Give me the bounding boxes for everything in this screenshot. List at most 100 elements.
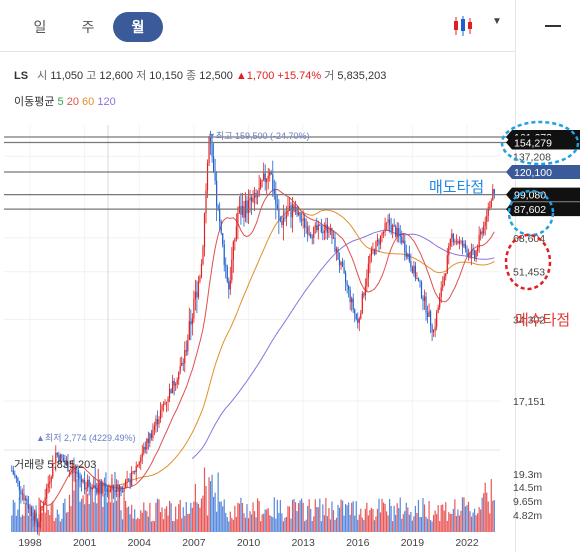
- candle-body: [279, 219, 281, 221]
- volume-bar: [91, 484, 93, 532]
- volume-bar: [41, 512, 43, 532]
- candle-body: [27, 504, 30, 509]
- candle-body: [155, 419, 157, 426]
- candle-body: [422, 297, 424, 301]
- candle-body: [297, 212, 300, 215]
- candle-body: [378, 239, 380, 245]
- candle-body: [382, 231, 385, 234]
- candle-body: [213, 156, 215, 173]
- candle-body: [408, 254, 410, 262]
- volume-bar: [220, 501, 222, 532]
- candle-body: [217, 206, 219, 210]
- candle-body: [323, 230, 325, 233]
- tab-week[interactable]: 주: [81, 19, 95, 35]
- candle-body: [152, 429, 154, 438]
- candlestick-icon[interactable]: [452, 15, 474, 37]
- volume-bar: [304, 521, 306, 532]
- candle-body: [442, 285, 444, 288]
- chevron-down-icon[interactable]: ▼: [492, 16, 502, 27]
- candle-body: [294, 208, 297, 212]
- candle-body: [88, 479, 90, 487]
- volume-bar: [273, 497, 275, 532]
- volume-bar: [470, 516, 473, 532]
- candle-body: [220, 221, 222, 234]
- volume-bar: [451, 513, 453, 532]
- volume-bar: [341, 500, 344, 532]
- tab-month[interactable]: 월: [113, 12, 163, 42]
- candle-body: [147, 438, 149, 443]
- volume-bar: [185, 501, 187, 532]
- candle-body: [304, 218, 306, 228]
- volume-bar: [209, 481, 212, 532]
- candle-body: [73, 466, 75, 473]
- candle-body: [200, 264, 203, 277]
- buy-point-annotation: 매수타점: [515, 311, 570, 329]
- tab-day[interactable]: 일: [33, 19, 47, 35]
- volume-bar: [334, 519, 336, 532]
- volume-bar: [454, 499, 456, 532]
- volume-bar: [398, 508, 400, 532]
- volume-bar: [135, 519, 137, 532]
- volume-bar: [302, 502, 304, 532]
- volume-bar: [219, 501, 221, 532]
- volume-bars: [11, 466, 495, 532]
- candle-body: [165, 401, 168, 403]
- volume-label: 거: [324, 70, 335, 82]
- volume-bar: [463, 497, 465, 532]
- volume-bar: [464, 506, 467, 532]
- volume-bar: [472, 512, 474, 532]
- candle-body: [490, 200, 492, 208]
- candle-body: [314, 225, 316, 227]
- candle-body: [358, 318, 360, 323]
- candle-body: [338, 259, 341, 266]
- side-panel: [515, 0, 587, 552]
- ma60-line: [101, 206, 495, 487]
- volume-bar: [87, 493, 89, 532]
- volume-bar: [191, 507, 193, 532]
- candle-body: [53, 463, 55, 464]
- volume-bar: [325, 498, 327, 532]
- candle-body: [416, 278, 418, 279]
- candle-body: [345, 272, 347, 283]
- candle-body: [182, 362, 184, 364]
- price-tag: 154,279: [506, 135, 580, 150]
- volume-bar: [402, 514, 404, 532]
- candle-body: [463, 243, 465, 247]
- candle-body: [285, 215, 288, 219]
- candle-body: [205, 190, 207, 214]
- volume-bar: [417, 499, 420, 532]
- candle-body: [454, 241, 456, 243]
- candle-body: [307, 226, 309, 235]
- candle-body: [190, 321, 192, 325]
- candle-body: [23, 493, 25, 500]
- volume-bar: [291, 499, 294, 532]
- candle-body: [56, 452, 58, 455]
- volume-bar: [372, 508, 374, 532]
- volume-bar: [379, 512, 382, 532]
- candle-body: [208, 136, 210, 164]
- candle-body: [197, 281, 200, 298]
- volume-bar: [167, 515, 169, 532]
- volume-bar: [115, 500, 118, 532]
- volume-bar: [288, 506, 291, 532]
- minimize-icon[interactable]: [545, 25, 561, 27]
- volume-bar: [346, 505, 348, 532]
- candle-body: [138, 461, 140, 466]
- candle-body: [284, 217, 286, 219]
- volume-bar: [225, 512, 227, 532]
- candle-body: [275, 195, 277, 205]
- candle-body: [429, 311, 432, 326]
- candle-body: [445, 273, 447, 277]
- candle-body: [446, 255, 448, 274]
- candle-body: [131, 471, 133, 486]
- candle-body: [331, 227, 333, 239]
- volume-bar: [414, 505, 417, 532]
- candle-body: [282, 217, 284, 225]
- moving-average-legend[interactable]: 이동평균 5 20 60 120: [14, 93, 116, 109]
- candle-body: [20, 490, 22, 495]
- candle-body: [100, 482, 102, 494]
- candle-body: [30, 507, 33, 517]
- candle-body: [229, 280, 231, 290]
- volume-bar: [395, 514, 397, 532]
